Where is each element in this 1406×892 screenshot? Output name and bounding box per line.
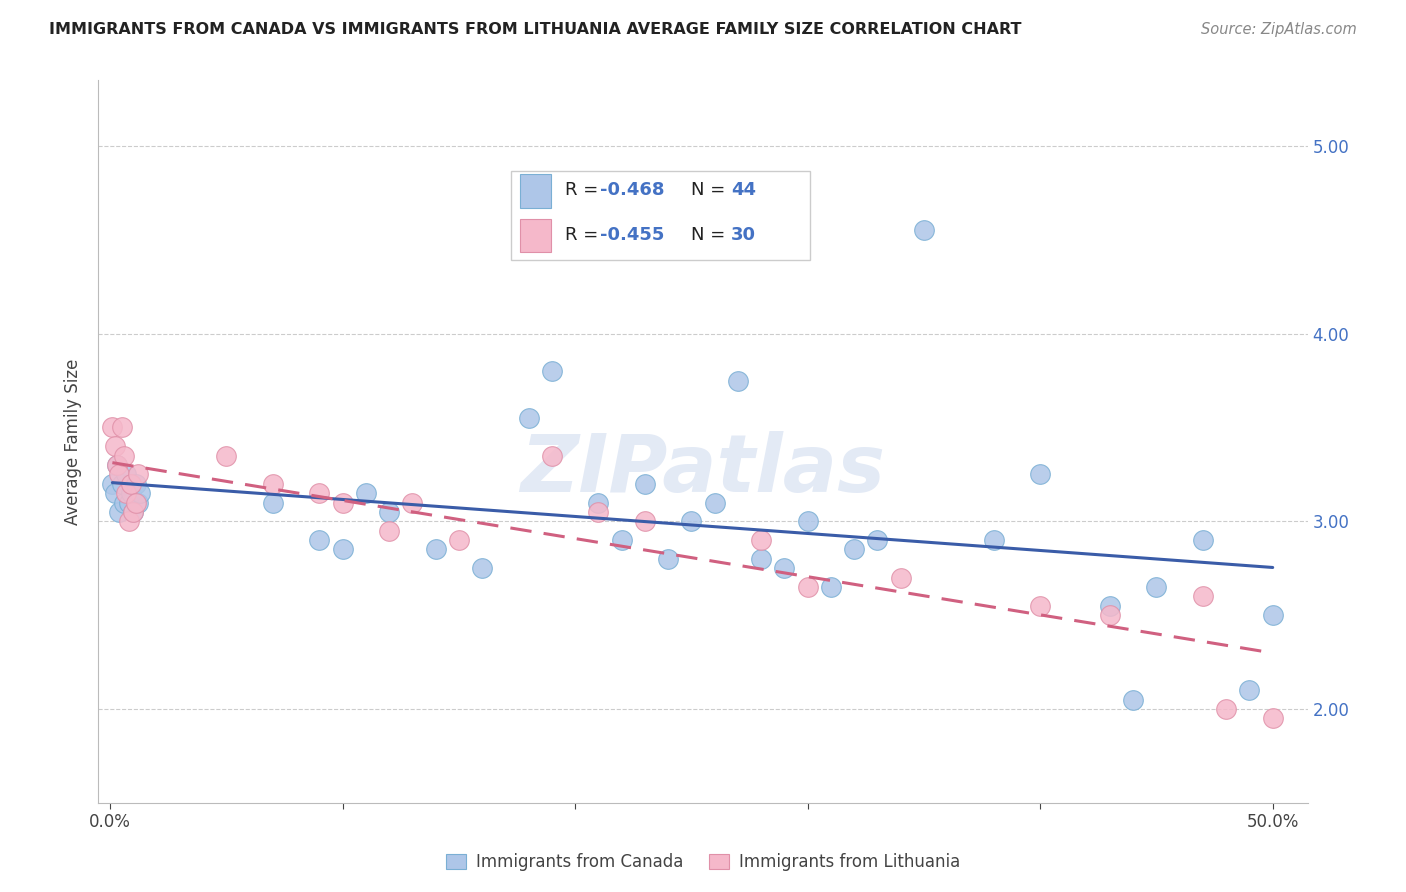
Point	[1144, 580, 1167, 594]
Point	[749, 551, 772, 566]
Point	[118, 514, 141, 528]
Point	[122, 505, 145, 519]
Point	[378, 524, 401, 538]
Point	[105, 458, 128, 472]
Point	[120, 476, 142, 491]
Point	[588, 495, 610, 509]
Point	[540, 449, 562, 463]
Point	[111, 476, 134, 491]
Point	[1261, 711, 1284, 725]
Point	[104, 486, 127, 500]
Point	[425, 542, 447, 557]
Point	[105, 458, 128, 472]
Point	[112, 449, 135, 463]
Point	[890, 571, 912, 585]
Point	[657, 551, 679, 566]
Point	[129, 486, 152, 500]
Point	[262, 495, 284, 509]
Text: Source: ZipAtlas.com: Source: ZipAtlas.com	[1201, 22, 1357, 37]
Point	[796, 514, 818, 528]
Point	[127, 467, 149, 482]
Text: 30: 30	[731, 226, 756, 244]
Legend: Immigrants from Canada, Immigrants from Lithuania: Immigrants from Canada, Immigrants from …	[440, 847, 966, 878]
Point	[124, 476, 146, 491]
Point	[262, 476, 284, 491]
Point	[115, 486, 138, 500]
Point	[115, 467, 138, 482]
Y-axis label: Average Family Size: Average Family Size	[65, 359, 83, 524]
Point	[773, 561, 796, 575]
Text: ZIPatlas: ZIPatlas	[520, 432, 886, 509]
Point	[127, 495, 149, 509]
Point	[332, 495, 354, 509]
Point	[118, 495, 141, 509]
Point	[1098, 599, 1121, 613]
Point	[866, 533, 889, 547]
Point	[447, 533, 470, 547]
Point	[681, 514, 703, 528]
Point	[108, 467, 131, 482]
Point	[308, 486, 330, 500]
Point	[215, 449, 238, 463]
Point	[1192, 533, 1215, 547]
Point	[101, 476, 124, 491]
Point	[1029, 467, 1052, 482]
Text: 44: 44	[731, 181, 756, 199]
Point	[401, 495, 423, 509]
Text: N =: N =	[692, 226, 731, 244]
Point	[1215, 702, 1237, 716]
Point	[1122, 692, 1144, 706]
Point	[912, 223, 935, 237]
Point	[796, 580, 818, 594]
Point	[112, 495, 135, 509]
Point	[844, 542, 866, 557]
Point	[354, 486, 377, 500]
Point	[610, 533, 633, 547]
Point	[634, 514, 657, 528]
Point	[101, 420, 124, 434]
Point	[983, 533, 1005, 547]
Text: N =: N =	[692, 181, 731, 199]
FancyBboxPatch shape	[520, 175, 551, 208]
Point	[308, 533, 330, 547]
Point	[122, 505, 145, 519]
Point	[378, 505, 401, 519]
FancyBboxPatch shape	[520, 219, 551, 252]
Point	[634, 476, 657, 491]
Point	[108, 505, 131, 519]
Point	[1029, 599, 1052, 613]
Point	[540, 364, 562, 378]
Text: -0.468: -0.468	[599, 181, 664, 199]
Point	[111, 420, 134, 434]
Point	[332, 542, 354, 557]
Text: -0.455: -0.455	[599, 226, 664, 244]
Point	[588, 505, 610, 519]
Text: R =: R =	[565, 181, 603, 199]
FancyBboxPatch shape	[512, 170, 810, 260]
Point	[749, 533, 772, 547]
Point	[517, 411, 540, 425]
Point	[703, 495, 725, 509]
Point	[1192, 590, 1215, 604]
Point	[1239, 683, 1261, 698]
Point	[1098, 608, 1121, 623]
Text: IMMIGRANTS FROM CANADA VS IMMIGRANTS FROM LITHUANIA AVERAGE FAMILY SIZE CORRELAT: IMMIGRANTS FROM CANADA VS IMMIGRANTS FRO…	[49, 22, 1022, 37]
Point	[104, 439, 127, 453]
Point	[1261, 608, 1284, 623]
Point	[727, 374, 749, 388]
Point	[124, 495, 146, 509]
Point	[120, 486, 142, 500]
Text: R =: R =	[565, 226, 603, 244]
Point	[820, 580, 842, 594]
Point	[471, 561, 494, 575]
